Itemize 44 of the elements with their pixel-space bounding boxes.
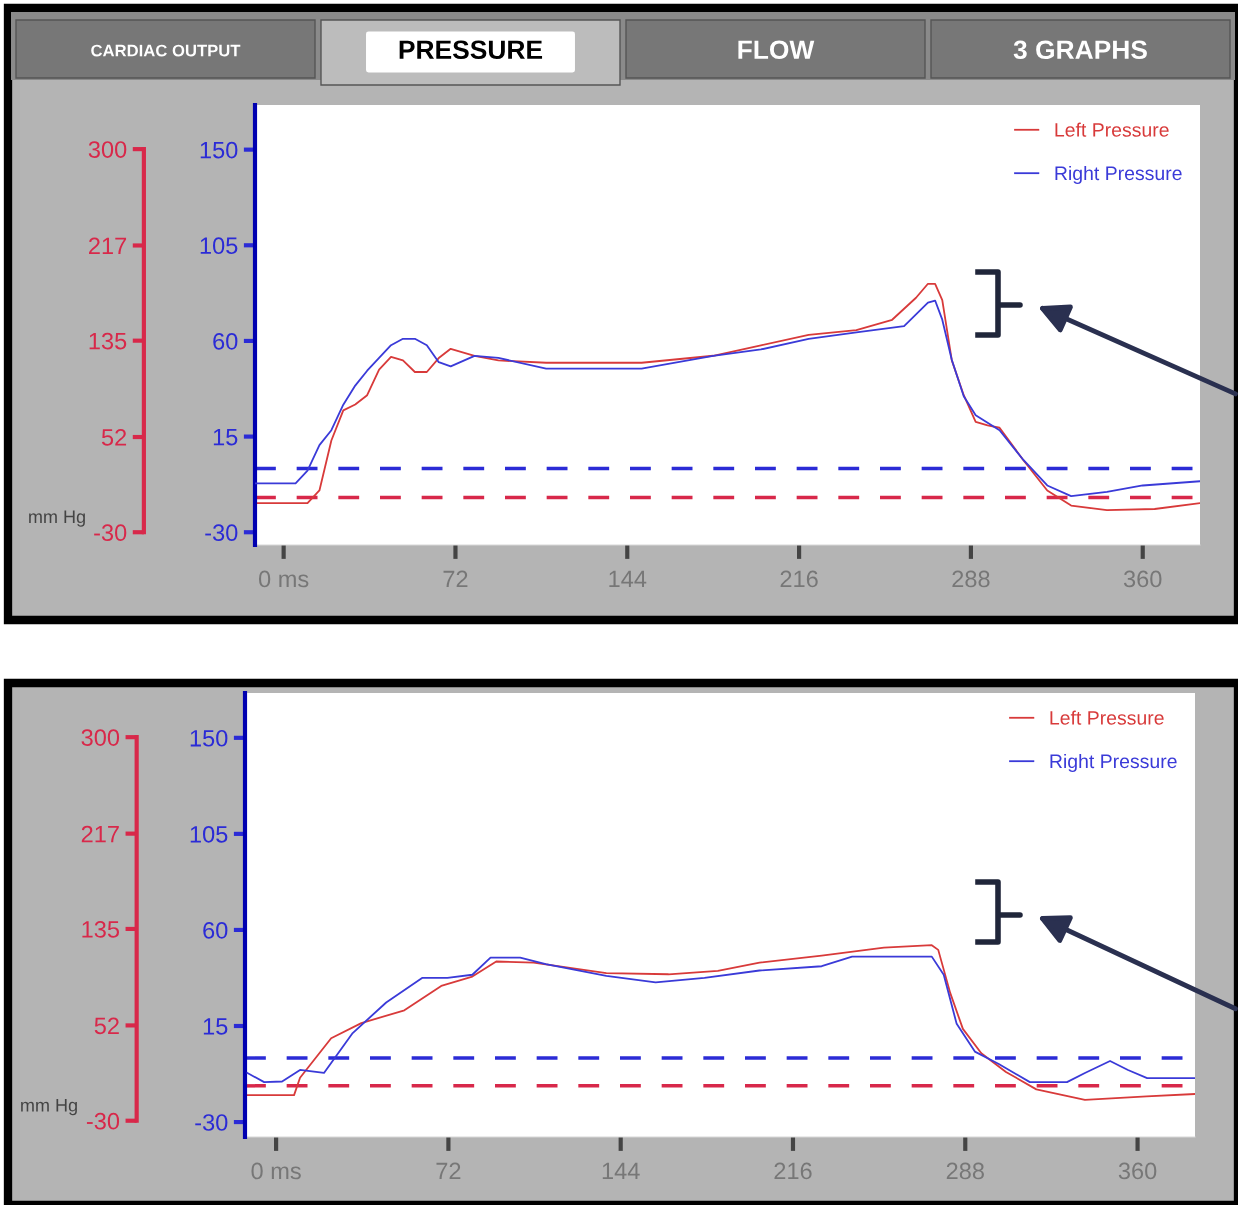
x-tick-label: 288: [952, 570, 990, 588]
y-tick-label: 217: [81, 825, 119, 843]
y-tick-label: -30: [86, 1112, 120, 1130]
x-tick-label: 0 ms: [258, 570, 309, 588]
y2-tick-label: -30: [195, 1114, 228, 1131]
y2-tick-label: 150: [200, 141, 238, 159]
y2-tick-label: 105: [200, 237, 238, 255]
y-tick-label: 52: [94, 1017, 119, 1035]
x-tick-label: 72: [443, 570, 468, 588]
legend-label: Left Pressure: [1050, 710, 1164, 725]
y2-tick-label: 60: [213, 333, 238, 350]
y2-tick-label: 150: [190, 729, 228, 747]
legend-label: Right Pressure: [1050, 753, 1177, 773]
y-tick-label: 300: [81, 729, 120, 746]
y2-tick-label: 60: [203, 922, 228, 939]
y-tick-label: -30: [94, 524, 127, 542]
y-tick-label: 300: [88, 141, 127, 158]
y-axis-title: mm Hg: [29, 510, 85, 527]
y2-tick-label: -30: [205, 524, 238, 542]
y2-tick-label: 15: [203, 1018, 228, 1035]
text: PRESSURE: [399, 40, 543, 60]
line-series: [246, 944, 1195, 1101]
x-tick-label: 72: [436, 1162, 461, 1180]
x-tick-label: 216: [780, 570, 818, 588]
y-tick-label: 217: [89, 237, 127, 255]
text: 3 GRAPHS: [1013, 40, 1147, 60]
x-tick-label: 216: [774, 1162, 812, 1180]
text: CARDIAC OUTPUT: [91, 44, 241, 57]
y-axis-title: mm Hg: [21, 1099, 77, 1116]
y-tick-label: 135: [82, 921, 120, 938]
x-tick-label: 360: [1118, 1162, 1157, 1180]
y2-tick-label: 15: [213, 428, 238, 446]
y2-tick-label: 105: [190, 825, 228, 843]
y-tick-label: 135: [89, 332, 127, 350]
legend-label: Right Pressure: [1055, 165, 1182, 185]
x-tick-label: 144: [609, 570, 647, 588]
text: FLOW: [738, 40, 815, 60]
x-tick-label: 0 ms: [251, 1162, 301, 1180]
x-tick-label: 288: [946, 1162, 984, 1180]
x-tick-label: 360: [1123, 570, 1162, 588]
legend-label: Left Pressure: [1055, 122, 1169, 137]
x-tick-label: 144: [602, 1162, 640, 1180]
line-series: [246, 955, 1195, 1084]
y-tick-label: 52: [101, 429, 127, 446]
